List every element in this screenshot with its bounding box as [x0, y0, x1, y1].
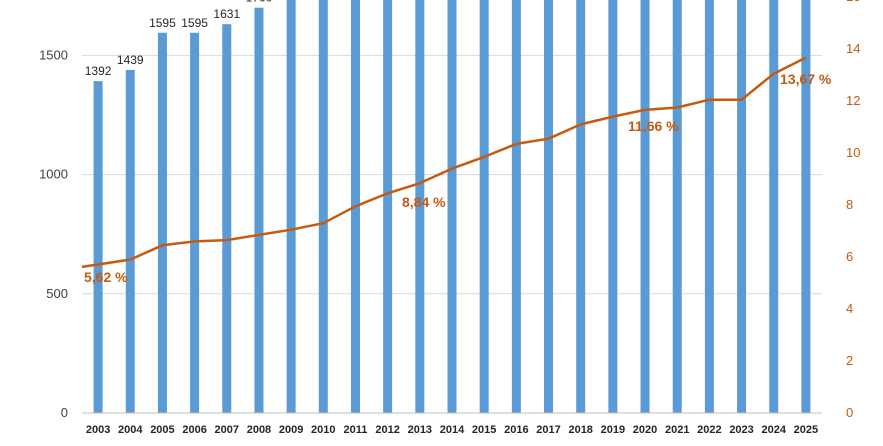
x-tick-label: 2012 — [375, 424, 399, 436]
line-data-labels: 5,62 % 8,84 % 11,66 % 13,67 % — [84, 71, 832, 285]
y-axis-right: 0 2 4 6 8 10 12 14 16 — [846, 0, 860, 420]
bar — [157, 32, 167, 413]
bar — [93, 81, 103, 413]
x-tick-label: 2025 — [794, 424, 818, 436]
y-right-tick-label: 16 — [846, 0, 860, 4]
bar-data-labels: 1392143915951595163117001779178319502036… — [85, 0, 273, 78]
x-tick-label: 2023 — [729, 424, 753, 436]
line-data-label: 11,66 % — [628, 118, 679, 134]
y-axis-left: 0500100015002000250030003500 — [39, 47, 68, 420]
x-tick-label: 2015 — [472, 424, 496, 436]
x-tick-label: 2011 — [344, 424, 368, 436]
bar — [576, 0, 586, 413]
bar — [511, 0, 521, 414]
bar-data-label: 1595 — [181, 16, 208, 30]
y-left-tick-label: 0 — [61, 405, 68, 420]
bar — [608, 0, 618, 414]
x-tick-label: 2024 — [761, 424, 786, 436]
x-axis: 2003 2004 2005 2006 2007 2008 2009 2010 2011 2012… — [82, 412, 822, 436]
x-tick-label: 2021 — [665, 424, 689, 436]
bar — [125, 69, 135, 414]
bar — [801, 0, 811, 413]
bar — [254, 7, 264, 413]
x-tick-label: 2019 — [601, 424, 625, 436]
y-left-tick-label: 1000 — [39, 167, 68, 182]
x-tick-label: 2014 — [440, 424, 465, 436]
bar — [544, 0, 554, 413]
y-right-tick-label: 10 — [846, 145, 860, 160]
bar — [640, 0, 650, 413]
line-data-label: 5,62 % — [84, 269, 128, 285]
x-tick-label: 2007 — [215, 424, 239, 436]
y-right-tick-label: 8 — [846, 197, 853, 212]
bar — [737, 0, 747, 414]
x-tick-label: 2016 — [504, 424, 528, 436]
bar — [769, 0, 779, 413]
bar — [286, 0, 296, 413]
x-tick-label: 2008 — [247, 424, 271, 436]
x-tick-label: 2013 — [408, 424, 432, 436]
bar — [672, 0, 682, 413]
bar — [415, 0, 425, 414]
y-right-tick-label: 12 — [846, 93, 860, 108]
line-data-label: 13,67 % — [780, 71, 832, 87]
bar-data-label: 1439 — [117, 53, 144, 67]
bar — [447, 0, 457, 413]
bar-data-label: 1392 — [85, 64, 112, 78]
x-tick-label: 2003 — [86, 424, 110, 436]
x-tick-label: 2009 — [279, 424, 303, 436]
x-tick-label: 2006 — [182, 424, 206, 436]
x-tick-label: 2017 — [536, 424, 560, 436]
x-tick-label: 2020 — [633, 424, 657, 436]
y-right-tick-label: 4 — [846, 301, 853, 316]
bar-data-label: 1595 — [149, 16, 176, 30]
bar — [222, 24, 232, 414]
x-tick-label: 2010 — [311, 424, 335, 436]
bar — [704, 0, 714, 414]
y-right-tick-label: 2 — [846, 353, 853, 368]
bar-data-label: 1631 — [213, 7, 240, 21]
x-tick-label: 2022 — [697, 424, 721, 436]
x-tick-label: 2005 — [150, 424, 174, 436]
line-series — [81, 56, 807, 269]
x-tick-label: 2004 — [118, 424, 143, 436]
bar — [479, 0, 489, 413]
y-left-tick-label: 1500 — [39, 47, 68, 62]
bar — [190, 32, 200, 413]
x-tick-label: 2018 — [568, 424, 592, 436]
bar-series — [93, 0, 811, 414]
bar-data-label: 1700 — [246, 0, 273, 5]
line-data-label: 8,84 % — [402, 194, 446, 210]
y-right-tick-label: 0 — [846, 405, 853, 420]
y-right-tick-label: 14 — [846, 41, 860, 56]
bar — [383, 0, 393, 413]
bar — [318, 0, 328, 413]
y-right-tick-label: 6 — [846, 249, 853, 264]
y-left-tick-label: 500 — [46, 286, 68, 301]
